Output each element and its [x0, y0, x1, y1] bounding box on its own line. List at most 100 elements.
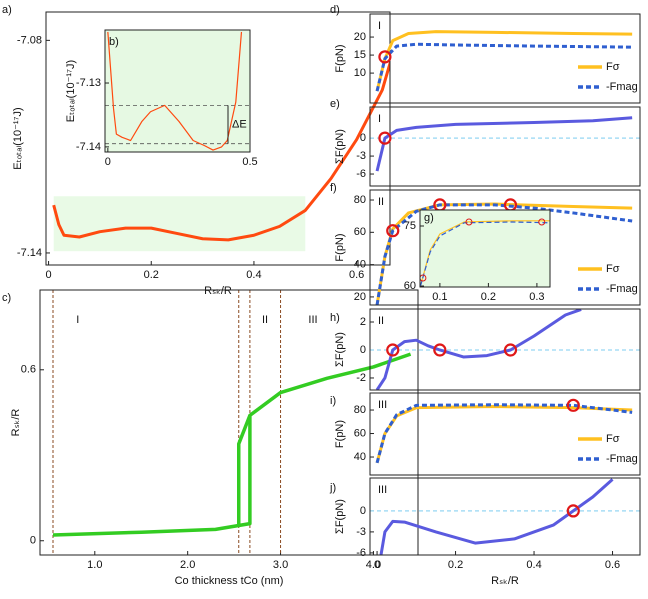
panel-label: f) — [330, 182, 337, 194]
axes-frame — [104, 29, 251, 153]
region-label: II — [378, 196, 384, 208]
panel: 10 15 20 d) I F(pN) Fσ -Fmag — [330, 4, 641, 104]
x-tick-label: 0 — [105, 156, 111, 168]
x-tick-label: 0 — [46, 269, 52, 281]
legend-label: Fσ — [606, 263, 620, 275]
y-tick-label: 60 — [354, 427, 366, 439]
curve — [375, 309, 582, 390]
panel-label: e) — [330, 98, 340, 110]
region-label: I — [378, 113, 381, 125]
curve — [420, 221, 550, 287]
axes-frame — [369, 477, 641, 556]
y-tick-label: 80 — [354, 404, 366, 416]
panel-label: j) — [329, 482, 336, 494]
y-axis-label: ΣF(pN) — [334, 499, 346, 534]
curve — [375, 42, 633, 92]
legend-label: Fσ — [606, 433, 620, 445]
x-tick-label: 0.3 — [529, 291, 544, 303]
x-tick-label: 1.0 — [87, 559, 102, 571]
curve — [375, 405, 633, 464]
y-axis-label: F(pN) — [334, 233, 346, 261]
x-tick-label: 0.4 — [526, 559, 541, 571]
panel-label: a) — [2, 4, 12, 16]
region-label: III — [378, 484, 387, 496]
x-axis-label: Rₛₖ/R — [204, 285, 232, 297]
x-tick-label: 0 — [374, 559, 380, 571]
curve — [375, 203, 633, 305]
curve — [52, 352, 412, 537]
y-tick-label: 40 — [354, 259, 366, 271]
y-tick-label: 60 — [404, 280, 416, 292]
x-tick-label: 0.5 — [242, 156, 257, 168]
y-tick-label: 0 — [360, 505, 366, 517]
x-axis-label: Co thickness tCo (nm) — [175, 575, 284, 587]
y-axis-label: Eₜₒₜₐₗ(10⁻¹⁷J) — [12, 107, 24, 169]
panel-label: c) — [2, 292, 11, 304]
panel-label: g) — [424, 212, 434, 224]
curve — [375, 30, 633, 92]
y-tick-label: 80 — [354, 194, 366, 206]
curve — [375, 116, 633, 172]
equilibrium-point — [566, 398, 580, 412]
y-tick-label: 0 — [30, 535, 36, 547]
region-label: I — [378, 20, 381, 32]
x-tick-label: 0.4 — [246, 269, 261, 281]
inset-background — [105, 30, 250, 152]
axes-frame — [39, 289, 419, 556]
y-tick-label: 20 — [354, 31, 366, 43]
y-tick-label: -6 — [356, 547, 366, 559]
x-tick-label: 0.2 — [448, 559, 463, 571]
y-tick-label: 40 — [354, 451, 366, 463]
panel-label: b) — [109, 36, 119, 48]
axes-frame — [369, 189, 641, 306]
curve — [420, 220, 550, 287]
y-tick-label: -7.14 — [76, 141, 101, 153]
legend-label: -Fmag — [606, 283, 638, 295]
y-tick-label: -2 — [356, 372, 366, 384]
axes-frame — [419, 209, 551, 288]
panel: 20 40 60 80 f) II F(pN) Fσ -Fmag — [330, 182, 641, 306]
region-label: III — [378, 399, 387, 411]
curve — [237, 414, 252, 527]
y-axis-label: Rₛₖ/R — [10, 409, 22, 437]
x-tick-label: 0.2 — [144, 269, 159, 281]
legend-label: Fσ — [606, 61, 620, 73]
equilibrium-point — [566, 504, 580, 518]
region-label: I — [76, 314, 79, 326]
equilibrium-point — [378, 50, 392, 64]
x-tick-label: 3.0 — [273, 559, 288, 571]
region-label: III — [308, 314, 317, 326]
curve — [107, 31, 243, 151]
shaded-region — [53, 196, 306, 252]
axes-frame — [369, 106, 641, 187]
y-tick-label: 20 — [354, 291, 366, 303]
x-tick-label: 0.2 — [481, 291, 496, 303]
panel: 0 -3 -6 e) I ΣF(pN) — [330, 98, 641, 187]
panel: 0 -3 -6 0 0.2 0.4 0.6 j) III ΣF(pN) Rₛₖ/R — [329, 477, 641, 587]
panel: -7.13 -7.14 0 0.5 b) Eₜₒₜₐₗ(10⁻¹⁷J) ΔE — [65, 29, 258, 168]
legend-label: -Fmag — [606, 81, 638, 93]
y-axis-label: F(pN) — [334, 44, 346, 72]
axes-frame — [369, 308, 641, 391]
y-tick-label: -6 — [356, 168, 366, 180]
axes-frame — [369, 13, 641, 104]
y-tick-label: -3 — [356, 150, 366, 162]
y-tick-label: 2 — [360, 316, 366, 328]
equilibrium-point — [465, 218, 473, 226]
curve — [375, 403, 633, 464]
y-axis-label: F(pN) — [334, 420, 346, 448]
equilibrium-point — [433, 343, 447, 357]
y-tick-label: 0.6 — [21, 364, 36, 376]
panel: 40 60 80 i) III F(pN) Fσ -Fmag — [330, 392, 641, 476]
x-tick-label: 2.0 — [180, 559, 195, 571]
x-tick-label: 0.6 — [349, 269, 364, 281]
y-tick-label: 75 — [404, 220, 416, 232]
region-label: II — [378, 315, 384, 327]
panel: -7.08 -7.14 0 0.2 0.4 0.6 a) Eₜₒₜₐₗ(10⁻¹⁷J) Rₛₖ/… — [2, 4, 391, 297]
y-tick-label: 60 — [354, 226, 366, 238]
axes-frame — [369, 392, 641, 476]
y-tick-label: 0 — [360, 344, 366, 356]
annotation: ΔE — [232, 118, 247, 130]
panel-label: h) — [330, 312, 340, 324]
